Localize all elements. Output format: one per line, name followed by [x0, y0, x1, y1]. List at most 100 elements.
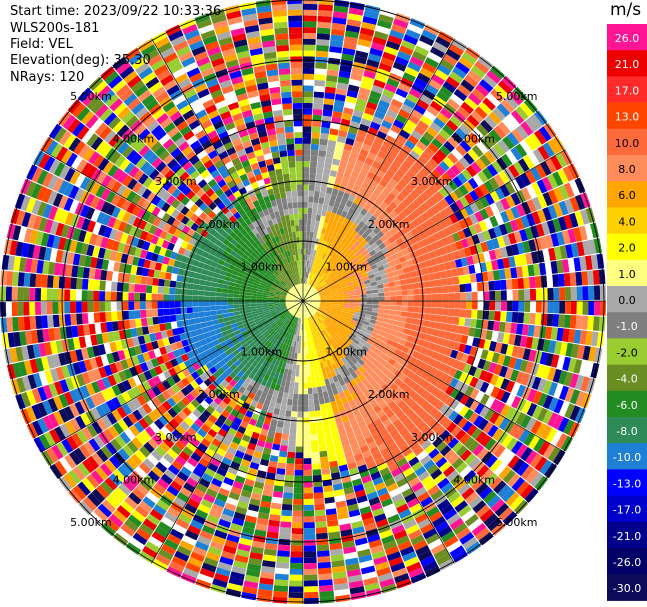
- ppi-gate: [34, 288, 42, 301]
- ppi-gate: [306, 305, 311, 310]
- ppi-gate: [316, 319, 322, 325]
- ppi-gate: [514, 175, 526, 190]
- ppi-gate: [323, 287, 330, 292]
- ppi-gate: [536, 250, 545, 263]
- ppi-gate: [409, 426, 420, 437]
- ppi-gate: [305, 254, 308, 261]
- ppi-gate: [282, 392, 289, 399]
- ppi-gate: [170, 273, 178, 281]
- ppi-gate: [552, 414, 564, 430]
- ppi-gate: [598, 316, 606, 332]
- ppi-gate: [87, 290, 94, 301]
- ppi-gate: [508, 256, 516, 268]
- ppi-gate: [494, 376, 505, 388]
- ppi-gate: [455, 333, 463, 343]
- ppi-gate: [515, 203, 526, 217]
- ppi-gate: [402, 367, 411, 376]
- ppi-gate: [399, 427, 410, 438]
- ppi-gate: [386, 272, 393, 279]
- ppi-gate: [522, 348, 531, 361]
- ppi-gate: [317, 433, 325, 440]
- ppi-gate: [404, 408, 415, 418]
- ppi-gate: [553, 287, 560, 301]
- ppi-gate: [405, 317, 413, 324]
- ppi-gate: [303, 359, 307, 366]
- ppi-gate: [262, 296, 269, 300]
- ppi-gate: [416, 156, 428, 167]
- ppi-gate: [451, 495, 465, 508]
- ppi-gate: [372, 297, 379, 301]
- ppi-gate: [395, 305, 402, 311]
- ppi-gate: [381, 375, 390, 384]
- ppi-gate: [460, 292, 467, 301]
- ppi-gate: [524, 361, 534, 374]
- ppi-gate: [409, 150, 420, 161]
- ppi-gate: [333, 152, 342, 161]
- ppi-gate: [337, 242, 344, 249]
- ppi-gate: [351, 115, 362, 124]
- ppi-gate: [339, 328, 346, 334]
- ppi-gate: [430, 241, 439, 251]
- ppi-gate: [455, 351, 464, 361]
- ppi-gate: [386, 109, 398, 119]
- ppi-gate: [540, 313, 548, 326]
- ppi-gate: [306, 284, 310, 291]
- ppi-gate: [324, 86, 336, 94]
- ppi-gate: [350, 202, 358, 210]
- ppi-gate: [322, 342, 327, 349]
- ppi-gate: [494, 213, 504, 226]
- ppi-gate: [317, 318, 323, 324]
- ppi-gate: [310, 149, 319, 157]
- ppi-gate: [464, 318, 472, 327]
- ppi-gate: [441, 338, 450, 348]
- ppi-gate: [459, 309, 466, 318]
- ppi-gate: [308, 296, 314, 299]
- ppi-gate: [492, 270, 500, 281]
- ppi-gate: [315, 262, 320, 269]
- ppi-gate: [320, 127, 330, 134]
- ppi-gate: [303, 533, 316, 540]
- ppi-gate: [500, 311, 507, 322]
- ppi-gate: [373, 348, 382, 356]
- ppi-gate: [452, 316, 460, 325]
- ppi-gate: [268, 301, 274, 303]
- ppi-gate: [388, 164, 399, 174]
- ppi-gate: [489, 374, 499, 386]
- ppi-gate: [111, 311, 118, 322]
- ppi-gate: [544, 261, 553, 275]
- ppi-gate: [418, 313, 425, 320]
- ppi-gate: [303, 330, 305, 336]
- ppi-gate: [215, 301, 222, 306]
- ppi-gate: [361, 216, 369, 224]
- ppi-gate: [462, 420, 473, 433]
- ppi-gate: [417, 353, 426, 362]
- ppi-gate: [435, 315, 443, 323]
- ppi-gate: [407, 213, 416, 222]
- ppi-gate: [422, 274, 430, 282]
- ppi-gate: [337, 265, 344, 272]
- ppi-gate: [415, 195, 425, 206]
- ppi-gate: [17, 316, 25, 331]
- ppi-gate: [389, 310, 396, 316]
- ppi-gate: [327, 205, 334, 213]
- ppi-gate: [505, 245, 514, 257]
- ppi-gate: [352, 317, 359, 322]
- ppi-gate: [436, 256, 444, 265]
- ppi-gate: [497, 80, 513, 95]
- ppi-gate: [423, 110, 436, 122]
- ppi-gate: [456, 267, 465, 276]
- ppi-gate: [575, 315, 583, 330]
- ppi-gate: [482, 167, 494, 180]
- ppi-gate: [352, 61, 366, 70]
- ppi-gate: [411, 461, 423, 472]
- ppi-gate: [345, 212, 353, 221]
- ppi-gate: [443, 140, 455, 153]
- ppi-gate: [17, 287, 24, 301]
- ppi-gate: [433, 344, 442, 353]
- ppi-gate: [542, 410, 554, 425]
- ppi-gate: [309, 255, 313, 262]
- ppi-gate: [372, 267, 380, 274]
- ppi-gate: [501, 75, 517, 91]
- ppi-gate: [455, 429, 466, 441]
- ppi-gate: [344, 255, 351, 262]
